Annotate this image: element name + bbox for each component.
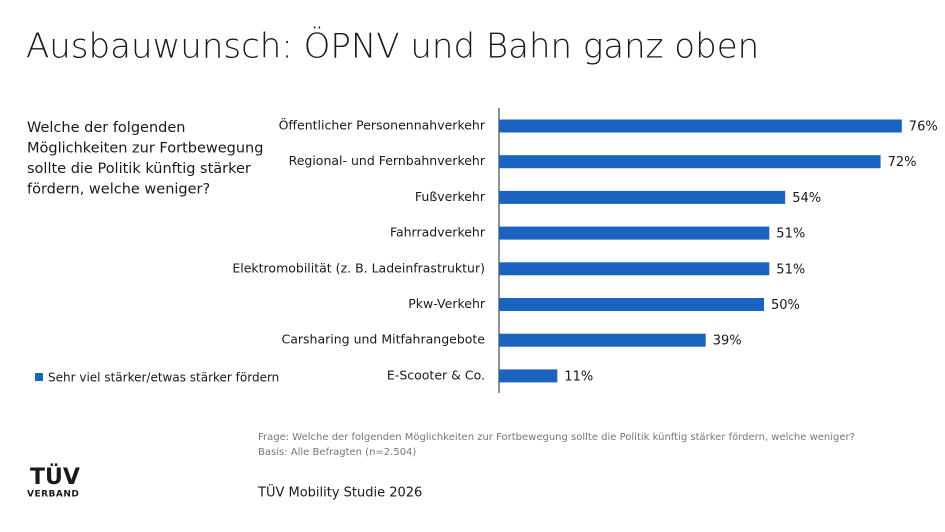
footnote: Basis: Alle Befragten (n=2.504) <box>258 447 416 458</box>
category-label: Carsharing und Mitfahrangebote <box>282 332 486 347</box>
category-label: Fußverkehr <box>415 189 486 204</box>
question-line: Möglichkeiten zur Fortbewegung <box>27 141 263 157</box>
category-label: Elektromobilität (z. B. Ladeinfrastruktu… <box>232 260 485 275</box>
bar <box>499 190 786 204</box>
footnote: Frage: Welche der folgenden Möglichkeite… <box>258 432 855 443</box>
category-label: Regional- und Fernbahnverkehr <box>289 153 486 168</box>
value-label: 72% <box>888 155 917 170</box>
value-label: 76% <box>909 120 938 135</box>
value-label: 50% <box>771 298 800 313</box>
bar <box>499 119 902 133</box>
source: TÜV Mobility Studie 2026 <box>257 484 422 501</box>
question-line: sollte die Politik künftig stärker <box>27 161 251 177</box>
category-label: Pkw-Verkehr <box>408 296 486 311</box>
value-label: 51% <box>776 262 805 277</box>
chart-title: Ausbauwunsch: ÖPNV und Bahn ganz oben <box>26 27 759 67</box>
question-line: Welche der folgenden <box>27 120 185 136</box>
bar <box>499 333 706 347</box>
bar <box>499 226 770 240</box>
question-line: fördern, welche weniger? <box>27 182 210 198</box>
value-label: 51% <box>776 227 805 242</box>
bar <box>499 155 881 169</box>
category-label: Öffentlicher Personennahverkehr <box>279 117 486 133</box>
value-label: 11% <box>564 369 593 384</box>
bar <box>499 262 770 276</box>
legend-swatch <box>35 373 43 381</box>
category-label: Fahrradverkehr <box>390 225 486 240</box>
legend-label: Sehr viel stärker/etwas stärker fördern <box>48 371 279 385</box>
logo-sub: VERBAND <box>27 490 79 500</box>
value-label: 54% <box>792 191 821 206</box>
bar <box>499 369 558 383</box>
category-label: E-Scooter & Co. <box>387 367 485 382</box>
bar <box>499 298 764 311</box>
logo-name: TÜV <box>30 464 80 490</box>
value-label: 39% <box>713 334 742 349</box>
